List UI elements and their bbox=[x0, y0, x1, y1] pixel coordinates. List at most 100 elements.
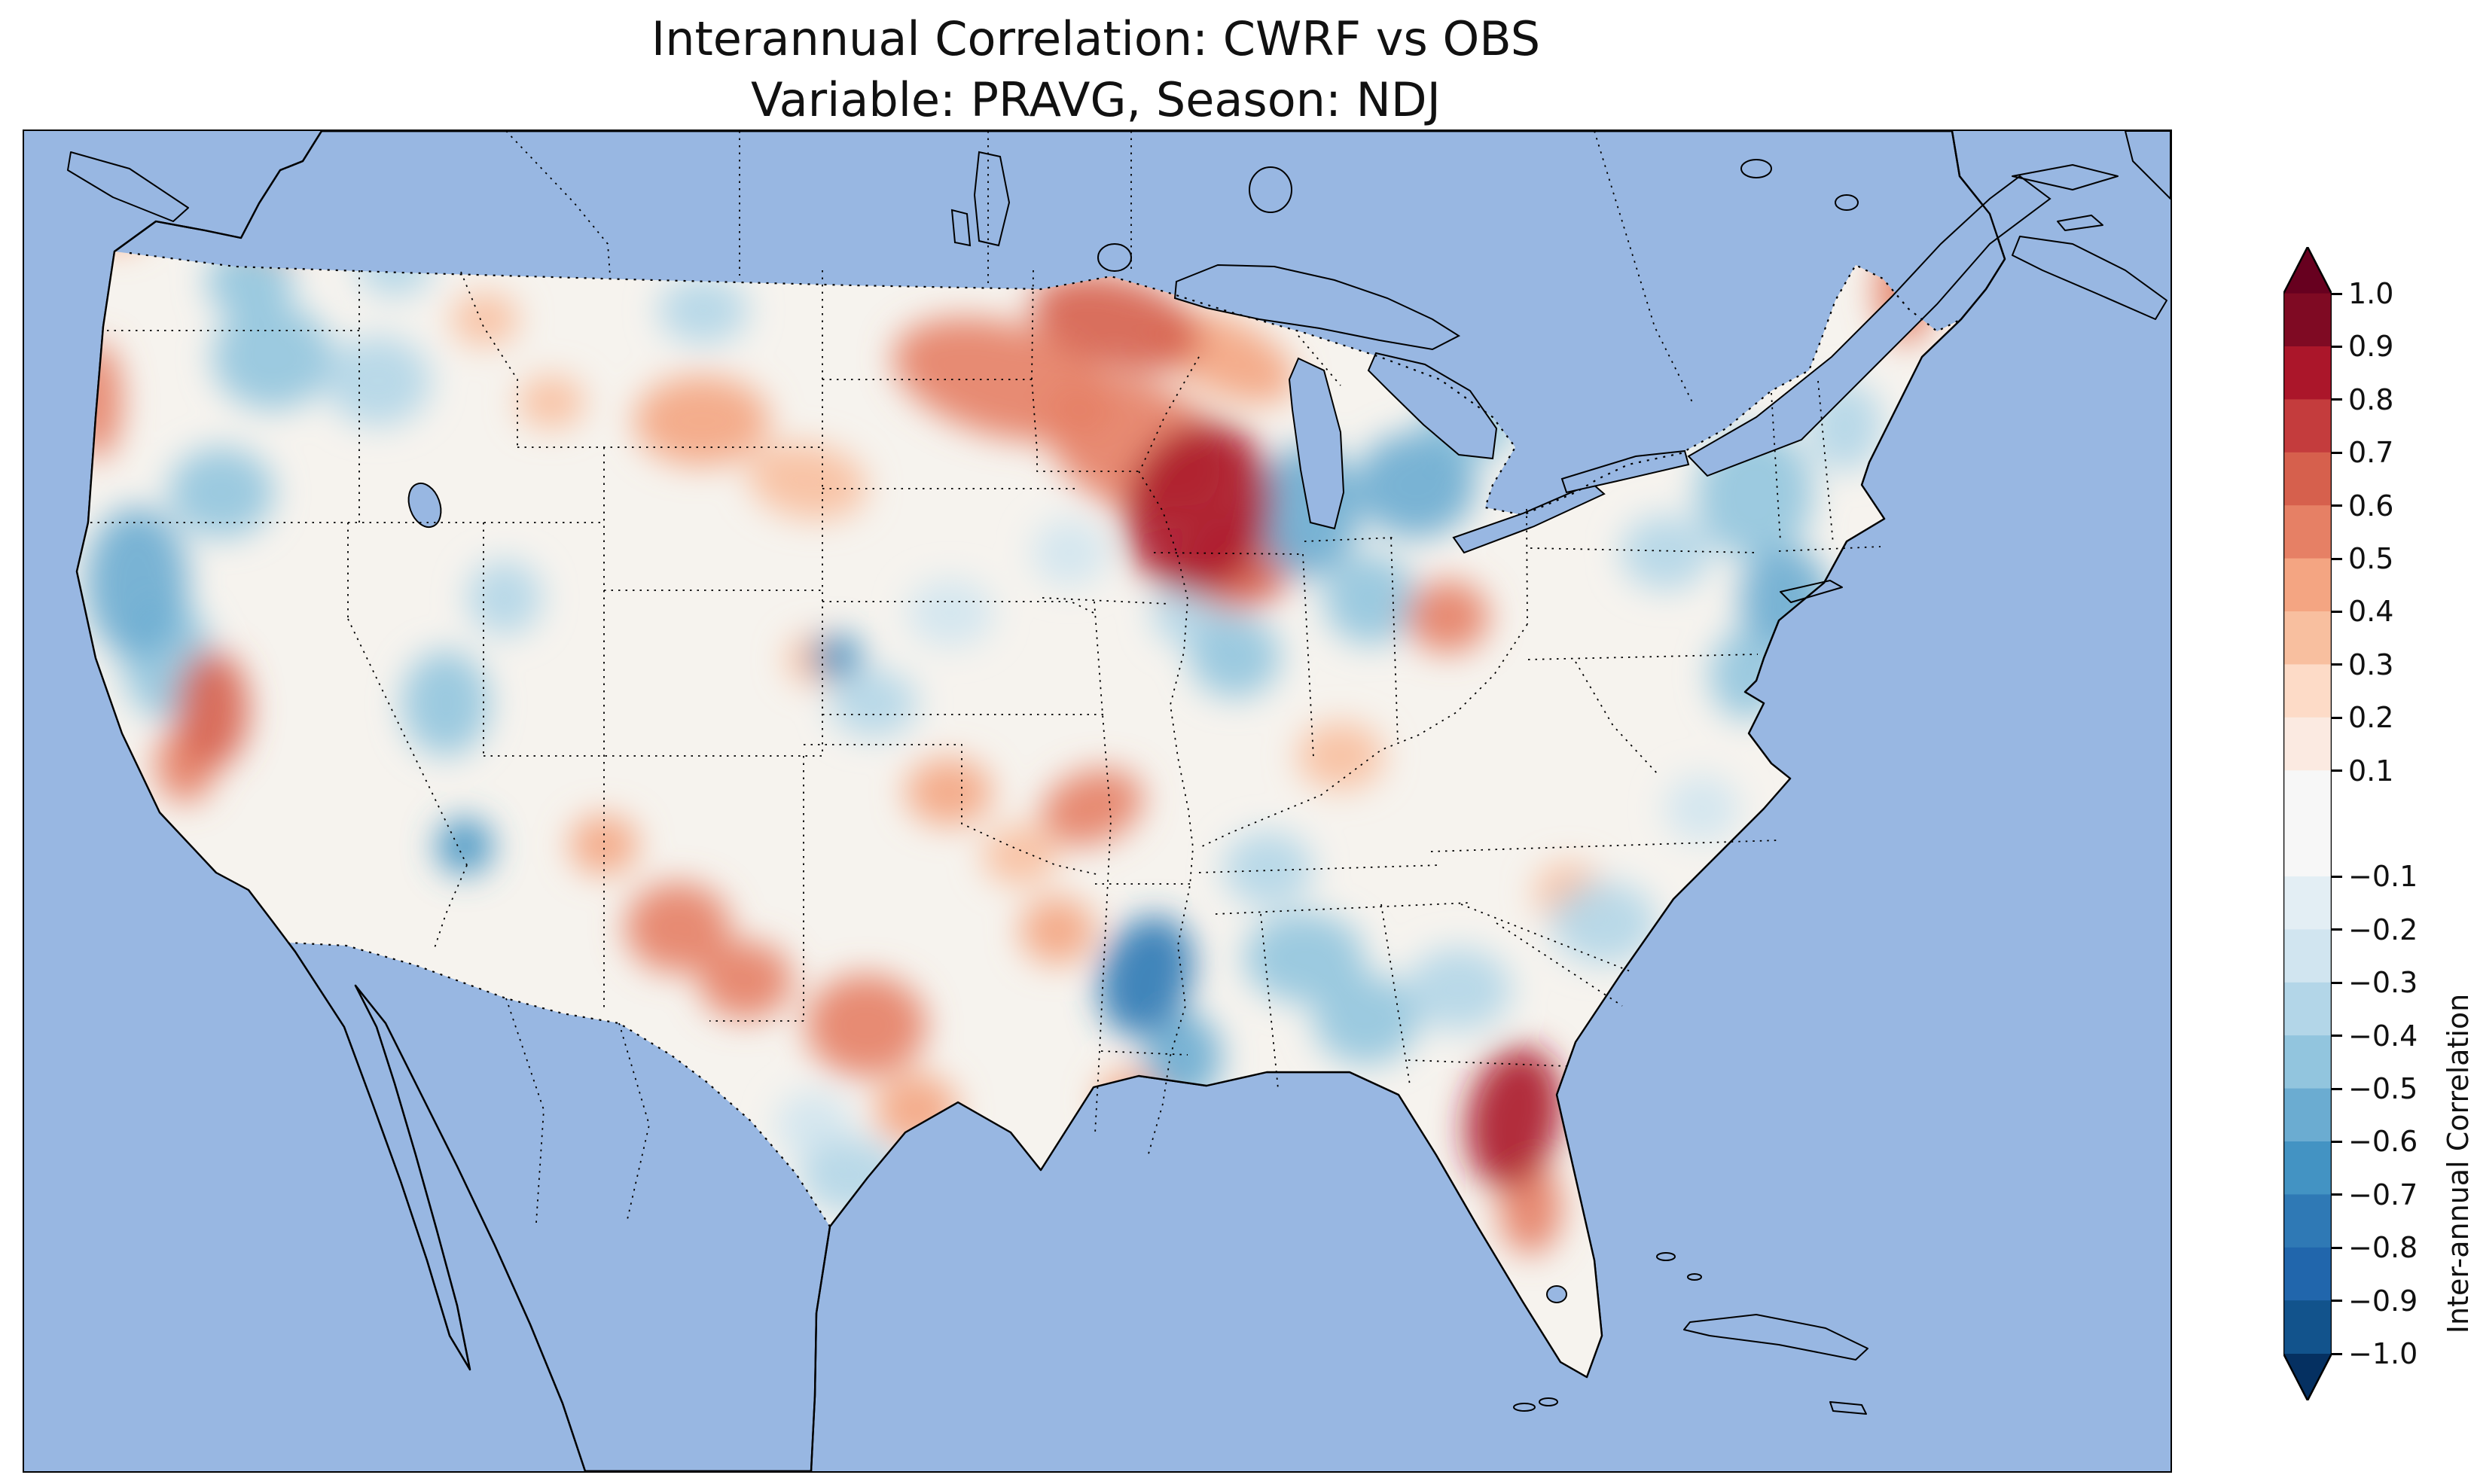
bahamas-islet bbox=[1656, 1252, 1676, 1261]
jamaica bbox=[1829, 1401, 1867, 1415]
colorbar-tick-label: 0.6 bbox=[2348, 489, 2394, 523]
colorbar-band bbox=[2283, 770, 2332, 877]
bahamas-islet bbox=[1687, 1273, 1702, 1281]
correlation-blob bbox=[625, 882, 731, 973]
title-line-2: Variable: PRAVG, Season: NDJ bbox=[751, 72, 1441, 127]
colorbar-band bbox=[2283, 452, 2332, 506]
colorbar-extend-below-triangle bbox=[2283, 1354, 2332, 1400]
colorbar-tick-label: −0.7 bbox=[2348, 1178, 2418, 1211]
correlation-blob bbox=[569, 815, 639, 875]
correlation-blob bbox=[982, 825, 1057, 885]
nova-scotia bbox=[2012, 236, 2167, 320]
colorbar-bands bbox=[2283, 293, 2332, 1354]
islands bbox=[67, 131, 2170, 1415]
colorbar-tick-label: −0.8 bbox=[2348, 1231, 2418, 1265]
correlation-blob bbox=[86, 507, 188, 658]
colorbar-band bbox=[2283, 611, 2332, 666]
colorbar-tick-label: −0.9 bbox=[2348, 1284, 2418, 1318]
correlation-blob bbox=[1356, 432, 1476, 538]
colorbar-tick-mark bbox=[2332, 610, 2342, 613]
correlation-blob bbox=[1223, 831, 1313, 907]
correlation-blob bbox=[658, 276, 749, 344]
colorbar-band bbox=[2283, 1035, 2332, 1089]
map-panel bbox=[23, 130, 2172, 1473]
colorbar-band bbox=[2283, 558, 2332, 612]
correlation-blob bbox=[436, 818, 493, 875]
colorbar-tick-mark bbox=[2332, 1300, 2342, 1303]
colorbar-tick-label: −0.6 bbox=[2348, 1125, 2418, 1159]
correlation-blob bbox=[830, 669, 917, 737]
correlation-blob bbox=[1406, 580, 1489, 653]
figure-title: Interannual Correlation: CWRF vs OBS Var… bbox=[0, 9, 2192, 130]
correlation-blob bbox=[212, 304, 333, 410]
lake-superior bbox=[1173, 264, 1461, 351]
colorbar-band bbox=[2283, 505, 2332, 559]
colorbar-tick-mark bbox=[2332, 1035, 2342, 1038]
lake-huron bbox=[1367, 352, 1498, 460]
correlation-blob bbox=[1406, 948, 1512, 1031]
correlation-blob bbox=[1125, 422, 1273, 593]
great-lakes bbox=[407, 151, 2051, 1303]
cuba bbox=[1683, 1314, 1868, 1361]
colorbar-band bbox=[2283, 664, 2332, 718]
correlation-blob bbox=[1621, 515, 1711, 590]
colorbar-tick-label: 0.3 bbox=[2348, 648, 2394, 681]
correlation-blob bbox=[517, 376, 585, 428]
title-line-1: Interannual Correlation: CWRF vs OBS bbox=[651, 11, 1541, 66]
correlation-blob bbox=[1041, 768, 1143, 846]
correlation-blob bbox=[169, 447, 274, 538]
colorbar-tick-mark bbox=[2332, 345, 2342, 348]
correlation-blob bbox=[1297, 722, 1384, 790]
colorbar-tick-mark bbox=[2332, 1246, 2342, 1249]
colorbar-tick-label: −0.1 bbox=[2348, 860, 2418, 894]
colorbar-tick-mark bbox=[2332, 1193, 2342, 1196]
colorbar-band bbox=[2283, 1300, 2332, 1354]
colorbar-tick-mark bbox=[2332, 663, 2342, 666]
correlation-blob bbox=[1551, 882, 1657, 964]
correlation-blob bbox=[1020, 897, 1095, 964]
correlation-blob bbox=[747, 442, 868, 520]
colorbar-band bbox=[2283, 1247, 2332, 1301]
long-island bbox=[1780, 580, 1843, 603]
colorbar-band bbox=[2283, 717, 2332, 771]
lake-erie bbox=[1452, 482, 1606, 554]
colorbar-tick-mark bbox=[2332, 292, 2342, 295]
quebec-lake bbox=[1740, 159, 1772, 178]
correlation-blob bbox=[1313, 974, 1419, 1065]
colorbar-band bbox=[2283, 399, 2332, 453]
florida-keys bbox=[1539, 1397, 1558, 1406]
newfoundland-corner bbox=[2125, 131, 2170, 200]
correlation-blob bbox=[806, 974, 926, 1077]
colorbar-band bbox=[2283, 1194, 2332, 1248]
correlation-blob bbox=[1190, 615, 1280, 698]
colorbar-tick-mark bbox=[2332, 504, 2342, 507]
correlation-blob bbox=[812, 634, 863, 679]
lake-winnipeg bbox=[973, 151, 1011, 247]
colorbar-tick-label: 0.5 bbox=[2348, 542, 2394, 575]
lake-of-the-woods bbox=[1097, 243, 1132, 272]
colorbar-tick-mark bbox=[2332, 1087, 2342, 1090]
lake-nipigon bbox=[1249, 166, 1292, 213]
colorbar-ramp bbox=[2283, 247, 2332, 1400]
correlation-blob bbox=[1031, 273, 1201, 373]
colorbar-tick-mark bbox=[2332, 1352, 2342, 1355]
colorbar-tick-mark bbox=[2332, 875, 2342, 878]
colorbar-tick-label: −0.2 bbox=[2348, 913, 2418, 946]
lake-manitoba bbox=[950, 209, 972, 247]
colorbar-tick-mark bbox=[2332, 716, 2342, 719]
vancouver-island bbox=[67, 151, 189, 222]
great-salt-lake bbox=[407, 482, 442, 529]
colorbar-tick-label: 0.1 bbox=[2348, 754, 2394, 788]
political-borders bbox=[129, 131, 1962, 1227]
colorbar-band bbox=[2283, 1088, 2332, 1142]
us-canada-border bbox=[129, 251, 1962, 517]
colorbar-band bbox=[2283, 876, 2332, 931]
colorbar-tick-label: 0.9 bbox=[2348, 330, 2394, 364]
correlation-blob bbox=[1244, 913, 1365, 1003]
correlation-blob bbox=[402, 651, 490, 756]
correlation-blob bbox=[1466, 1047, 1562, 1188]
colorbar-tick-label: 1.0 bbox=[2348, 277, 2394, 310]
colorbar-band bbox=[2283, 929, 2332, 983]
canadian-province-borders bbox=[505, 131, 1693, 403]
correlation-blob bbox=[1664, 775, 1740, 843]
